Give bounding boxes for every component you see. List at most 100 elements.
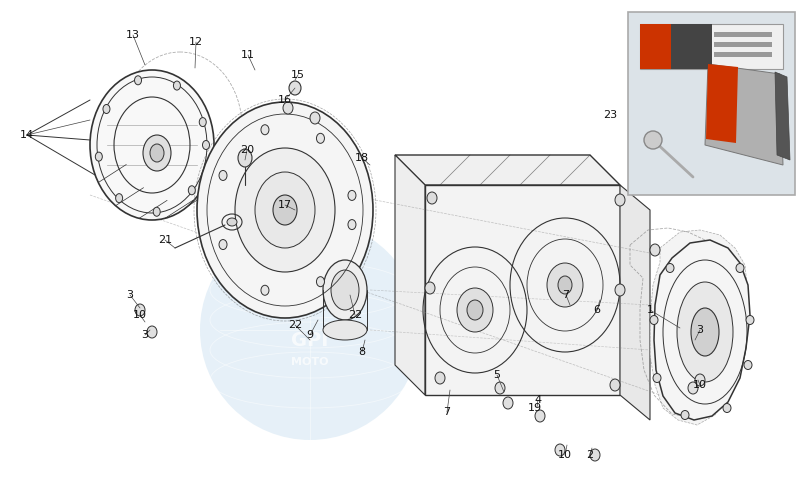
Ellipse shape xyxy=(238,149,252,167)
Text: 10: 10 xyxy=(133,310,147,320)
Ellipse shape xyxy=(235,148,335,272)
Ellipse shape xyxy=(615,194,625,206)
Ellipse shape xyxy=(289,81,301,95)
Ellipse shape xyxy=(688,382,698,394)
Text: 5: 5 xyxy=(494,370,500,380)
Ellipse shape xyxy=(150,144,164,162)
Ellipse shape xyxy=(219,240,227,249)
Text: 9: 9 xyxy=(307,330,313,340)
Polygon shape xyxy=(395,155,620,185)
Ellipse shape xyxy=(153,207,161,216)
Text: MOTO: MOTO xyxy=(292,357,328,367)
Text: 1: 1 xyxy=(646,305,654,315)
Ellipse shape xyxy=(143,135,171,171)
Ellipse shape xyxy=(283,102,293,114)
Polygon shape xyxy=(706,64,738,143)
Text: 22: 22 xyxy=(348,310,362,320)
Ellipse shape xyxy=(135,304,145,316)
Bar xyxy=(628,12,795,195)
Ellipse shape xyxy=(197,102,373,318)
Ellipse shape xyxy=(255,172,315,248)
Ellipse shape xyxy=(348,190,356,201)
Ellipse shape xyxy=(427,192,437,204)
Text: 10: 10 xyxy=(558,450,572,460)
Text: 15: 15 xyxy=(291,70,305,80)
Text: 21: 21 xyxy=(158,235,172,245)
Ellipse shape xyxy=(503,397,513,409)
Ellipse shape xyxy=(457,288,493,332)
Text: 8: 8 xyxy=(359,347,366,357)
Ellipse shape xyxy=(615,284,625,296)
Bar xyxy=(671,24,711,69)
Ellipse shape xyxy=(116,194,122,203)
Bar xyxy=(640,24,671,69)
Text: 18: 18 xyxy=(355,153,369,163)
Text: 22: 22 xyxy=(288,320,302,330)
Text: 13: 13 xyxy=(126,30,140,40)
Text: 3: 3 xyxy=(126,290,133,300)
Ellipse shape xyxy=(199,118,206,126)
Ellipse shape xyxy=(316,277,324,287)
Ellipse shape xyxy=(261,285,269,295)
Ellipse shape xyxy=(653,373,661,382)
Text: 11: 11 xyxy=(241,50,255,60)
Text: GPI: GPI xyxy=(292,330,328,349)
Ellipse shape xyxy=(555,444,565,456)
Ellipse shape xyxy=(219,170,227,180)
Ellipse shape xyxy=(677,282,733,382)
Text: 3: 3 xyxy=(141,330,149,340)
Polygon shape xyxy=(775,72,790,160)
Ellipse shape xyxy=(495,382,505,394)
Ellipse shape xyxy=(227,218,237,226)
Ellipse shape xyxy=(610,379,620,391)
Ellipse shape xyxy=(681,411,689,419)
Polygon shape xyxy=(650,230,748,425)
Text: 6: 6 xyxy=(594,305,601,315)
Ellipse shape xyxy=(147,326,157,338)
Text: 19: 19 xyxy=(528,403,542,413)
Ellipse shape xyxy=(310,112,320,124)
Ellipse shape xyxy=(200,220,420,440)
Text: 14: 14 xyxy=(20,130,34,140)
Ellipse shape xyxy=(744,361,752,370)
Ellipse shape xyxy=(202,140,209,150)
Ellipse shape xyxy=(666,263,674,273)
Ellipse shape xyxy=(95,152,102,161)
Ellipse shape xyxy=(331,270,359,310)
Text: 3: 3 xyxy=(697,325,703,335)
Bar xyxy=(714,52,772,57)
Text: 7: 7 xyxy=(443,407,451,417)
Ellipse shape xyxy=(316,133,324,143)
Bar xyxy=(714,42,772,47)
Text: 12: 12 xyxy=(189,37,203,47)
Ellipse shape xyxy=(644,131,662,149)
Ellipse shape xyxy=(323,260,367,320)
Ellipse shape xyxy=(691,308,719,356)
Ellipse shape xyxy=(261,124,269,135)
Text: 17: 17 xyxy=(278,200,292,210)
Ellipse shape xyxy=(435,372,445,384)
Ellipse shape xyxy=(467,300,483,320)
Ellipse shape xyxy=(547,263,583,307)
Ellipse shape xyxy=(134,76,141,85)
Ellipse shape xyxy=(723,404,731,412)
Ellipse shape xyxy=(650,316,658,325)
Polygon shape xyxy=(705,64,783,165)
Ellipse shape xyxy=(558,276,572,294)
Ellipse shape xyxy=(273,195,297,225)
Bar xyxy=(640,24,783,69)
Ellipse shape xyxy=(695,374,705,386)
Ellipse shape xyxy=(348,220,356,230)
Ellipse shape xyxy=(535,410,545,422)
Polygon shape xyxy=(395,155,425,395)
Text: 20: 20 xyxy=(240,145,254,155)
Text: 23: 23 xyxy=(603,110,617,120)
Ellipse shape xyxy=(746,316,754,325)
Ellipse shape xyxy=(103,105,110,114)
Ellipse shape xyxy=(173,81,181,90)
Text: 16: 16 xyxy=(278,95,292,105)
Polygon shape xyxy=(425,185,620,395)
Polygon shape xyxy=(654,240,750,420)
Ellipse shape xyxy=(736,263,744,273)
Text: 4: 4 xyxy=(535,395,542,405)
